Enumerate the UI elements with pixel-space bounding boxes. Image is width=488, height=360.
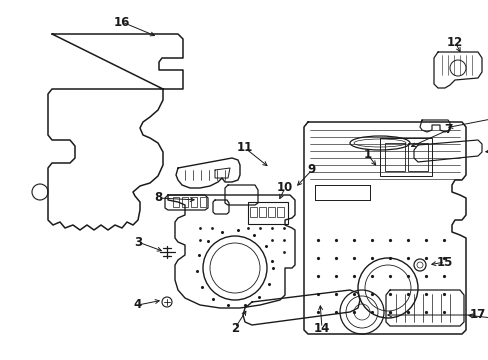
Text: 17: 17 — [469, 309, 485, 321]
Text: 2: 2 — [230, 321, 239, 334]
Bar — [276, 207, 284, 217]
Text: 12: 12 — [446, 36, 462, 49]
Text: 15: 15 — [436, 256, 452, 269]
Text: 11: 11 — [236, 141, 253, 154]
Bar — [173, 197, 179, 207]
Bar — [191, 197, 197, 207]
Bar — [384, 143, 404, 171]
Bar — [249, 207, 257, 217]
Bar — [182, 197, 187, 207]
Bar — [407, 143, 427, 171]
Text: 16: 16 — [114, 15, 130, 28]
Bar — [200, 197, 205, 207]
Bar — [259, 207, 265, 217]
Text: 3: 3 — [134, 235, 142, 248]
Text: 14: 14 — [313, 321, 329, 334]
Text: 10: 10 — [276, 181, 292, 194]
Text: 8: 8 — [154, 192, 162, 204]
Text: 9: 9 — [307, 163, 315, 176]
Bar — [247, 202, 287, 224]
Bar — [267, 207, 274, 217]
Text: 1: 1 — [363, 148, 371, 162]
Text: 7: 7 — [443, 123, 451, 136]
Text: 4: 4 — [134, 298, 142, 311]
Bar — [379, 138, 431, 176]
